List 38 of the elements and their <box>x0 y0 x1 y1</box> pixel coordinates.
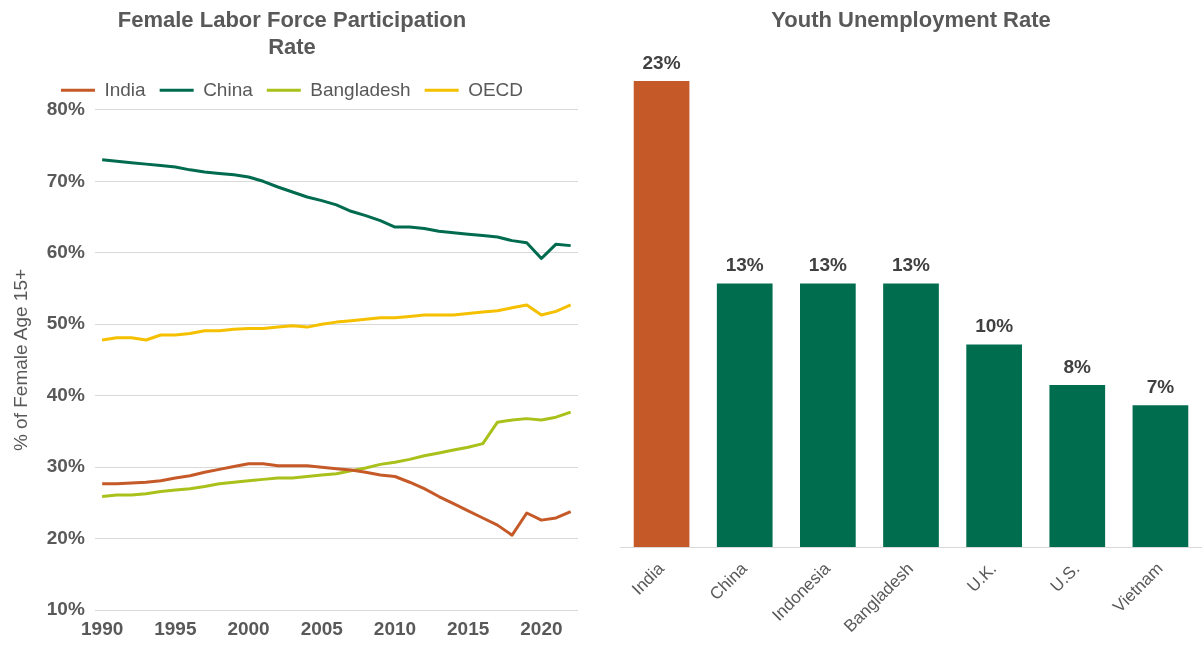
x-tick-label: U.S. <box>1046 559 1084 596</box>
bar <box>716 283 773 548</box>
bar <box>1049 384 1106 548</box>
data-label: 23% <box>642 51 681 73</box>
x-tick-label: 2015 <box>447 617 490 639</box>
x-tick-label: U.K. <box>963 559 1001 596</box>
legend-label: India <box>104 78 147 100</box>
bar <box>633 80 690 548</box>
chart-title: Female Labor Force Participation Rate <box>117 7 467 59</box>
y-tick-label: 20% <box>46 526 85 548</box>
bar <box>1132 405 1189 548</box>
legend-label: China <box>203 78 254 100</box>
y-tick-label: 40% <box>46 383 85 405</box>
legend-label: Bangladesh <box>310 78 411 100</box>
data-label: 10% <box>975 315 1014 337</box>
x-tick-label: 1990 <box>81 617 124 639</box>
data-label: 8% <box>1063 355 1092 377</box>
data-label: 7% <box>1146 375 1175 397</box>
y-tick-label: 30% <box>46 455 85 477</box>
y-tick-label: 50% <box>46 312 85 334</box>
x-tick-label: 2000 <box>227 617 270 639</box>
x-tick-label: 2010 <box>373 617 417 639</box>
y-tick-label: 10% <box>46 598 85 620</box>
x-tick-label: 2020 <box>520 617 563 639</box>
legend-label: OECD <box>468 78 524 100</box>
y-tick-label: 80% <box>46 98 85 120</box>
bar <box>800 283 856 548</box>
chart-title: Youth Unemployment Rate <box>771 7 1051 33</box>
bar <box>883 283 939 548</box>
y-axis-title: % of Female Age 15+ <box>9 268 31 452</box>
x-tick-label: 1995 <box>154 617 197 639</box>
data-label: 13% <box>891 254 931 276</box>
data-label: 13% <box>808 254 847 276</box>
y-tick-label: 70% <box>46 169 85 191</box>
data-label: 13% <box>725 254 764 276</box>
y-tick-label: 60% <box>46 241 85 263</box>
bar <box>966 344 1022 548</box>
x-tick-label: 2005 <box>300 617 344 639</box>
